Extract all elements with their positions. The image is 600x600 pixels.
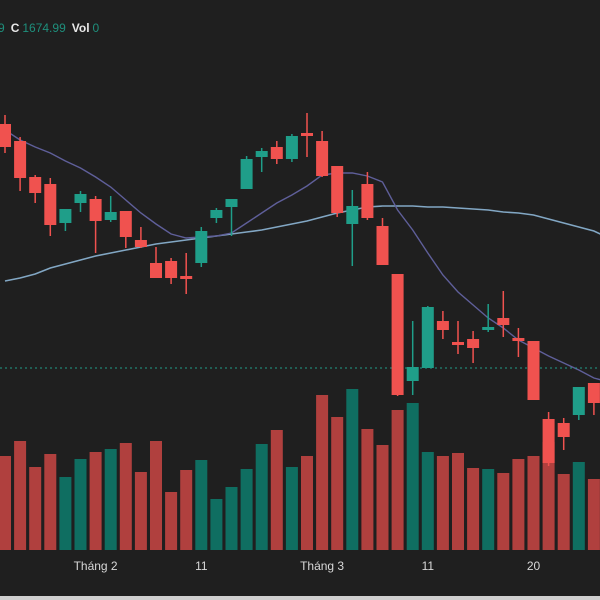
volume-bar: [59, 477, 72, 550]
volume-bar: [14, 441, 27, 550]
volume-bar: [527, 456, 540, 550]
volume-bar: [557, 474, 570, 550]
candle-body: [195, 231, 208, 263]
volume-bar: [255, 444, 268, 550]
volume-bar: [361, 429, 374, 550]
candle-body: [134, 240, 147, 247]
candle-body: [316, 141, 329, 176]
volume-bar: [406, 403, 419, 550]
candle-body: [59, 209, 72, 223]
candle-body: [436, 321, 449, 330]
volume-bar: [285, 467, 298, 550]
candle-body: [44, 184, 57, 225]
candle-body: [89, 199, 102, 221]
candle-body: [285, 136, 298, 159]
candle-body: [482, 327, 495, 330]
candle-body: [165, 261, 178, 278]
close-value: 1674.99: [22, 21, 66, 35]
volume-bar: [134, 472, 147, 550]
volume-bar: [391, 410, 404, 550]
candle-body: [406, 367, 419, 381]
volume-bar: [0, 456, 11, 550]
volume-bar: [497, 473, 510, 550]
x-tick-label: 11: [422, 559, 435, 573]
volume-bar: [210, 499, 223, 550]
candle-body: [270, 147, 283, 159]
volume-bar: [542, 442, 555, 550]
candle-body: [346, 206, 359, 224]
volume-bar: [44, 454, 57, 550]
ma-long-line: [4, 205, 600, 282]
volume-bar: [270, 430, 283, 550]
volume-bar: [316, 395, 329, 550]
volume-bar: [240, 469, 253, 550]
volume-bar: [436, 456, 449, 550]
candle-body: [542, 419, 555, 463]
volume-bar: [165, 492, 178, 550]
volume-bar: [29, 467, 42, 550]
candle-body: [150, 263, 162, 278]
volume-bar: [587, 479, 600, 550]
x-tick-label: 11: [195, 559, 208, 573]
candle-body: [119, 211, 132, 237]
candle-body: [0, 124, 11, 147]
volume-bar: [452, 453, 464, 550]
volume-label: Vol: [71, 21, 90, 35]
volume-bar: [512, 459, 525, 550]
volume-bar: [572, 462, 585, 550]
candle-body: [210, 210, 223, 218]
volume-bar: [119, 443, 132, 550]
volume-bar: [225, 487, 238, 550]
candle-body: [14, 141, 27, 178]
x-tick-label: Tháng 3: [300, 559, 344, 573]
x-tick-label: 20: [527, 559, 541, 573]
volume-bar: [421, 452, 434, 550]
close-label: C: [10, 21, 20, 35]
ohlc-legend: 9 C 1674.99 Vol 0: [0, 21, 105, 35]
candle-body: [572, 387, 585, 415]
candle-body: [452, 342, 464, 345]
volume-bar: [376, 445, 389, 550]
candle-body: [527, 341, 540, 400]
candle-body: [255, 151, 268, 157]
legend-partial-value: 9: [0, 21, 5, 35]
volume-bar: [180, 470, 193, 550]
candle-body: [240, 159, 253, 189]
candle-body: [467, 339, 480, 348]
candle-body: [421, 307, 434, 368]
candle-body: [512, 338, 525, 341]
candle-body: [587, 383, 600, 403]
ma-short-line: [4, 129, 600, 381]
volume-bar: [150, 441, 162, 550]
volume-bar: [195, 460, 208, 550]
candle-body: [104, 212, 117, 220]
volume-bar: [301, 456, 313, 550]
candle-body: [225, 199, 238, 207]
candle-body: [74, 194, 87, 203]
bottom-divider: [0, 596, 600, 600]
candle-body: [301, 133, 313, 136]
candle-body: [29, 177, 42, 193]
candle-body: [331, 166, 344, 213]
volume-value: 0: [92, 21, 100, 35]
volume-bar: [331, 417, 344, 550]
volume-bar: [482, 469, 495, 550]
candle-body: [180, 276, 193, 279]
candle-body: [376, 226, 389, 265]
candle-body: [557, 423, 570, 437]
volume-bar: [89, 452, 102, 550]
volume-bar: [104, 449, 117, 550]
candle-body: [497, 318, 510, 325]
candle-body: [361, 184, 374, 218]
x-tick-label: Tháng 2: [74, 559, 118, 573]
volume-bar: [74, 459, 87, 550]
volume-bar: [346, 389, 359, 550]
volume-bar: [467, 468, 480, 550]
candle-body: [391, 274, 404, 395]
